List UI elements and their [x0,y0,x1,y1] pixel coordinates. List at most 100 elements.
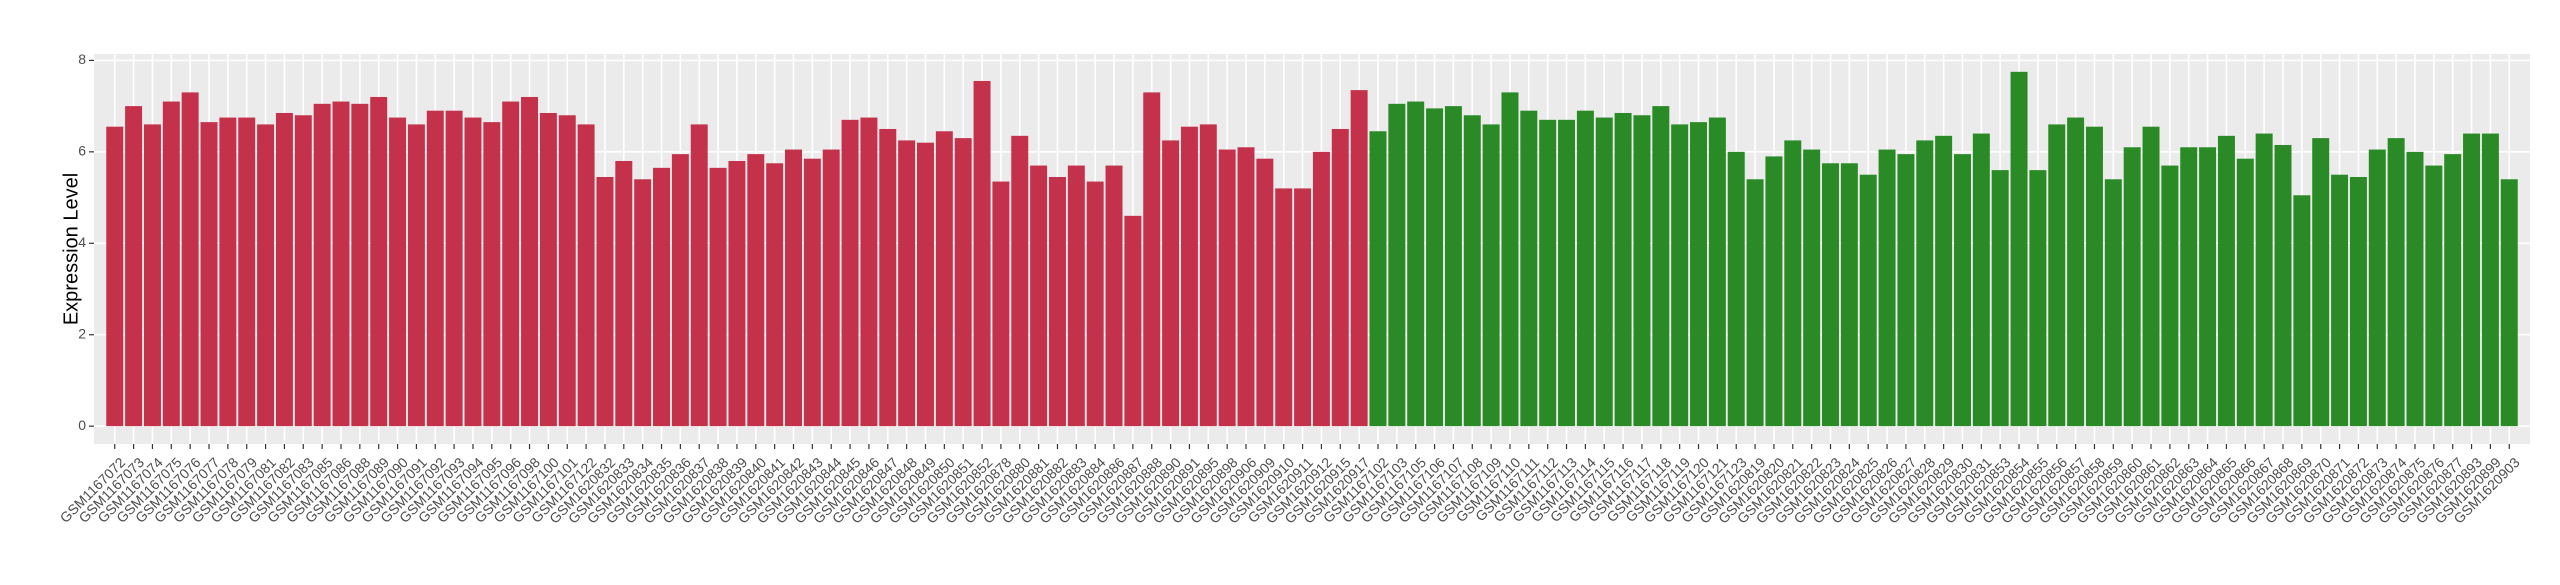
bar [709,167,727,427]
bar [992,181,1010,427]
bar [1708,117,1726,427]
bar [219,117,237,427]
bar [2368,149,2386,427]
bar [690,124,708,427]
bar [653,167,671,427]
bar [1180,126,1198,427]
bar [200,122,218,427]
bar [1859,174,1877,427]
bar [2425,165,2443,427]
bar [2255,133,2273,427]
bar [2312,138,2330,427]
bar [1633,115,1651,427]
bar [1350,90,1368,427]
bar [483,122,501,427]
bar [2180,147,2198,427]
bar [389,117,407,427]
bar [747,154,765,427]
bar [1840,163,1858,427]
bar [1690,122,1708,427]
bar [1086,181,1104,427]
bar [671,154,689,427]
bar [1972,133,1990,427]
bar [1407,101,1425,427]
bar [766,163,784,427]
bar [2123,147,2141,427]
bar [1237,147,1255,427]
bar [1162,140,1180,427]
bar [577,124,595,427]
bar [2293,195,2311,427]
bar [1539,119,1557,427]
bar [502,101,520,427]
bar [2085,126,2103,427]
bar [2500,179,2518,427]
bar [1614,112,1632,427]
bar [1331,128,1349,427]
bar [879,128,897,427]
bar [2217,135,2235,427]
bar [860,117,878,427]
bar [1388,103,1406,427]
bar [332,101,350,427]
bar [106,126,124,427]
y-tick-label: 0 [78,417,86,433]
bar [898,140,916,427]
bar [1294,188,1312,427]
bar [1953,154,1971,427]
bar [822,149,840,427]
bar [785,149,802,427]
bar [1822,163,1839,427]
y-tick-label: 6 [78,143,86,159]
bar [728,160,746,427]
bar [2481,133,2499,427]
bar [1935,135,1953,427]
bar [445,110,463,427]
bar [1727,151,1745,427]
bar [2444,154,2462,427]
bar [238,117,256,427]
bar [1897,154,1915,427]
bar [596,176,614,427]
bar [1784,140,1802,427]
bar [2236,158,2254,427]
bar [294,115,312,427]
bar [1048,176,1066,427]
bar [2161,165,2179,427]
bar [464,117,482,427]
bar [1256,158,1274,427]
bar [803,158,821,427]
bar [2010,71,2028,427]
bar [1463,115,1481,427]
bar [1803,149,1821,427]
bar [2349,176,2367,427]
bar [1143,92,1161,427]
bar [1369,131,1387,427]
bar [351,103,369,427]
bar [2274,144,2292,427]
bar [143,124,161,427]
bar [1312,151,1330,427]
bar [954,138,972,427]
bar [1030,165,1048,427]
bar [521,96,539,427]
bar [1595,117,1613,427]
bar [370,96,388,427]
bar [1067,165,1085,427]
bar [1916,140,1934,427]
bar [558,115,576,427]
bar [2331,174,2349,427]
y-tick-label: 2 [78,325,86,341]
bar [1652,106,1670,427]
bar [2048,124,2066,427]
bar [181,92,199,427]
bar [275,112,293,427]
bar [539,112,557,427]
bar [125,106,143,427]
bar [973,80,991,427]
y-tick-label: 8 [78,51,86,67]
bar [1426,108,1444,427]
bar [1671,124,1689,427]
